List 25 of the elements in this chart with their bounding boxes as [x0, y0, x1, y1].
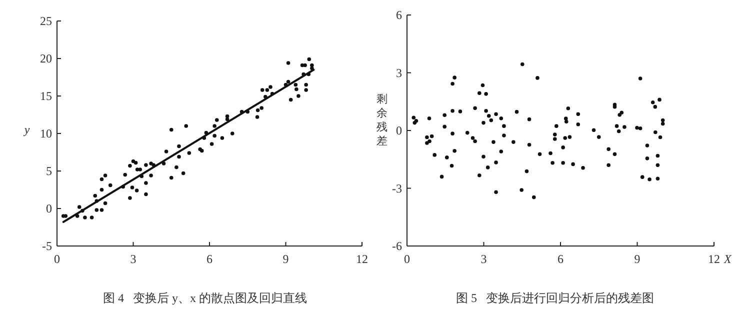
y-tick-label: 15	[40, 89, 52, 103]
x-tick-label: 12	[708, 252, 720, 266]
text: 图 4 变换后 y、x 的散点图及回归直线	[103, 291, 307, 305]
text: 图 5 变换后进行回归分析后的残差图	[456, 291, 654, 305]
y-tick-label: 0	[46, 202, 52, 216]
x-tick-label: 6	[558, 252, 564, 266]
x-tick-label: 9	[634, 252, 640, 266]
y-tick-label: 6	[396, 8, 402, 22]
x-tick-label: 9	[282, 252, 289, 266]
x-tick-label: 3	[130, 252, 136, 266]
y-axis-title: 剩余残差	[376, 94, 388, 148]
y-tick-label: 25	[40, 14, 52, 28]
y-tick-label: 10	[40, 126, 52, 140]
y-axis-title: y	[23, 122, 30, 136]
y-tick-label: 0	[396, 124, 402, 138]
y-tick-label: -6	[392, 239, 402, 253]
y-tick-label: -3	[392, 181, 402, 196]
y-tick-label: 5	[46, 164, 52, 178]
y-tick-label: 3	[396, 66, 402, 80]
x-tick-label: 3	[480, 252, 487, 266]
x-tick-label: 12	[356, 252, 368, 266]
x-axis-title: X	[723, 252, 732, 266]
y-tick-label: -5	[42, 239, 52, 253]
x-tick-label: 6	[206, 252, 212, 266]
y-tick-label: 20	[40, 52, 52, 66]
